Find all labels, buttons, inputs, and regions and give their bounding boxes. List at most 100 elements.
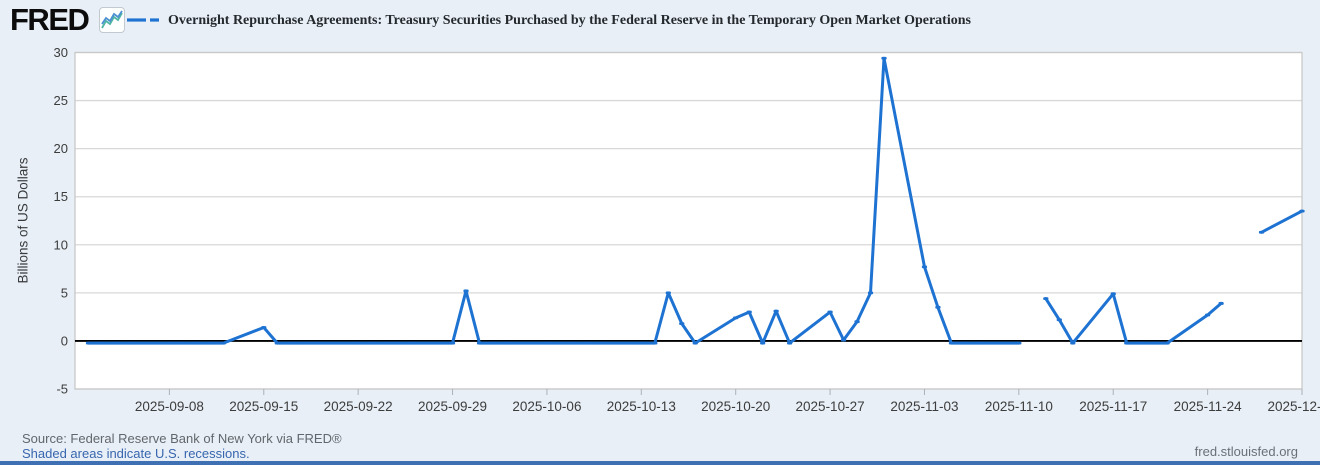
data-point-marker[interactable] — [827, 310, 833, 314]
data-point-marker[interactable] — [503, 341, 510, 345]
data-point-marker[interactable] — [288, 341, 294, 345]
data-point-marker[interactable] — [1164, 341, 1170, 345]
chart-title: Overnight Repurchase Agreements: Treasur… — [168, 13, 971, 28]
data-point-marker[interactable] — [692, 341, 698, 345]
data-point-marker[interactable] — [261, 326, 267, 329]
recession-note-link[interactable]: Shaded areas indicate U.S. recessions. — [22, 446, 250, 461]
data-point-marker[interactable] — [463, 289, 469, 293]
y-tick-label: 10 — [54, 237, 68, 252]
data-point-marker[interactable] — [274, 341, 280, 345]
data-point-marker[interactable] — [638, 341, 644, 345]
data-point-marker[interactable] — [840, 338, 847, 342]
data-point-marker[interactable] — [733, 316, 739, 320]
data-point-marker[interactable] — [948, 341, 955, 345]
x-tick-label: 2025-09-08 — [135, 399, 204, 414]
data-point-marker[interactable] — [166, 341, 172, 345]
data-point-marker[interactable] — [854, 320, 860, 324]
data-point-marker[interactable] — [867, 291, 874, 295]
data-point-marker[interactable] — [369, 341, 375, 345]
data-point-marker[interactable] — [665, 291, 671, 295]
data-point-marker[interactable] — [962, 341, 968, 345]
data-point-marker[interactable] — [935, 305, 941, 309]
data-point-marker[interactable] — [409, 341, 415, 345]
data-point-marker[interactable] — [746, 310, 752, 314]
y-tick-label: 20 — [54, 141, 68, 156]
x-tick-label: 2025-10-13 — [607, 399, 676, 414]
x-tick-label: 2025-12-01 — [1267, 399, 1320, 414]
plot-background — [75, 52, 1302, 389]
data-point-marker[interactable] — [571, 341, 577, 345]
x-tick-label: 2025-11-24 — [1174, 399, 1243, 414]
data-point-marker[interactable] — [382, 341, 388, 345]
y-axis-title: Billions of US Dollars — [15, 157, 31, 284]
data-point-marker[interactable] — [1043, 297, 1049, 301]
data-point-marker[interactable] — [180, 341, 186, 345]
fred-site-link[interactable]: fred.stlouisfed.org — [1194, 444, 1298, 459]
data-point-marker[interactable] — [193, 341, 199, 345]
data-point-marker[interactable] — [476, 341, 483, 345]
data-point-marker[interactable] — [1070, 341, 1076, 345]
data-point-marker[interactable] — [220, 341, 226, 345]
data-point-marker[interactable] — [557, 341, 564, 345]
y-tick-label: 15 — [54, 189, 68, 204]
data-point-marker[interactable] — [99, 341, 105, 345]
y-tick-label: 25 — [54, 93, 68, 108]
data-point-marker[interactable] — [544, 341, 550, 345]
x-tick-label: 2025-09-15 — [229, 399, 298, 414]
sparkline-icon-canvas — [101, 10, 123, 29]
data-point-marker[interactable] — [881, 56, 887, 60]
series-line[interactable] — [87, 56, 1021, 345]
data-point-marker[interactable] — [112, 341, 119, 345]
data-point-marker[interactable] — [490, 341, 496, 345]
y-tick-label: 5 — [61, 285, 68, 300]
chart-plot-area[interactable]: -5 0 5 10 15 20 25 30 2025-09-08 2025-09-15 2025-0… — [0, 0, 1320, 430]
series-legend-marker — [127, 12, 161, 30]
data-point-marker[interactable] — [1218, 302, 1224, 305]
data-point-marker[interactable] — [773, 309, 779, 313]
y-tick-label: -5 — [56, 382, 68, 397]
data-point-marker[interactable] — [584, 341, 590, 345]
series-line[interactable] — [1260, 209, 1304, 234]
data-point-marker[interactable] — [679, 322, 685, 326]
data-point-marker[interactable] — [787, 341, 793, 345]
data-point-marker[interactable] — [126, 341, 132, 345]
x-tick-label: 2025-09-22 — [324, 399, 393, 414]
x-tick-label: 2025-09-29 — [418, 399, 487, 414]
fred-logo[interactable]: FRED — [10, 2, 90, 37]
data-point-marker[interactable] — [1205, 313, 1211, 317]
series-line[interactable] — [1044, 292, 1223, 345]
data-point-marker[interactable] — [85, 341, 92, 345]
data-point-marker[interactable] — [975, 341, 981, 345]
x-tick-label: 2025-11-10 — [985, 399, 1053, 414]
data-point-marker[interactable] — [1110, 292, 1116, 296]
data-point-marker[interactable] — [396, 341, 402, 345]
data-point-marker[interactable] — [1151, 341, 1157, 345]
data-point-marker[interactable] — [598, 341, 604, 345]
data-point-marker[interactable] — [1016, 341, 1022, 345]
data-point-marker[interactable] — [1137, 341, 1143, 345]
data-point-marker[interactable] — [1258, 230, 1265, 234]
x-tick-label: 2025-10-20 — [701, 399, 770, 414]
data-point-marker[interactable] — [315, 341, 321, 345]
x-tick-label: 2025-10-27 — [796, 399, 865, 414]
chart-legend-row: Overnight Repurchase Agreements: Treasur… — [127, 12, 971, 30]
source-note: Source: Federal Reserve Bank of New York… — [22, 431, 342, 446]
y-tick-label: 0 — [61, 333, 68, 348]
fred-sparkline-icon[interactable] — [99, 7, 125, 33]
data-point-marker[interactable] — [1124, 341, 1130, 345]
data-point-marker[interactable] — [301, 341, 307, 345]
data-point-marker[interactable] — [449, 341, 456, 345]
x-tick-label: 2025-10-06 — [512, 399, 581, 414]
data-point-marker[interactable] — [652, 341, 658, 345]
plot-border — [74, 51, 1303, 390]
data-point-marker[interactable] — [207, 341, 213, 345]
x-tick-label: 2025-11-03 — [890, 399, 958, 414]
data-point-marker[interactable] — [1056, 318, 1062, 322]
data-point-marker[interactable] — [355, 341, 361, 345]
data-point-marker[interactable] — [1299, 209, 1305, 213]
bottom-accent-bar — [0, 461, 1320, 465]
data-point-marker[interactable] — [921, 265, 928, 269]
y-tick-label: 30 — [54, 45, 68, 60]
data-point-marker[interactable] — [760, 341, 766, 345]
